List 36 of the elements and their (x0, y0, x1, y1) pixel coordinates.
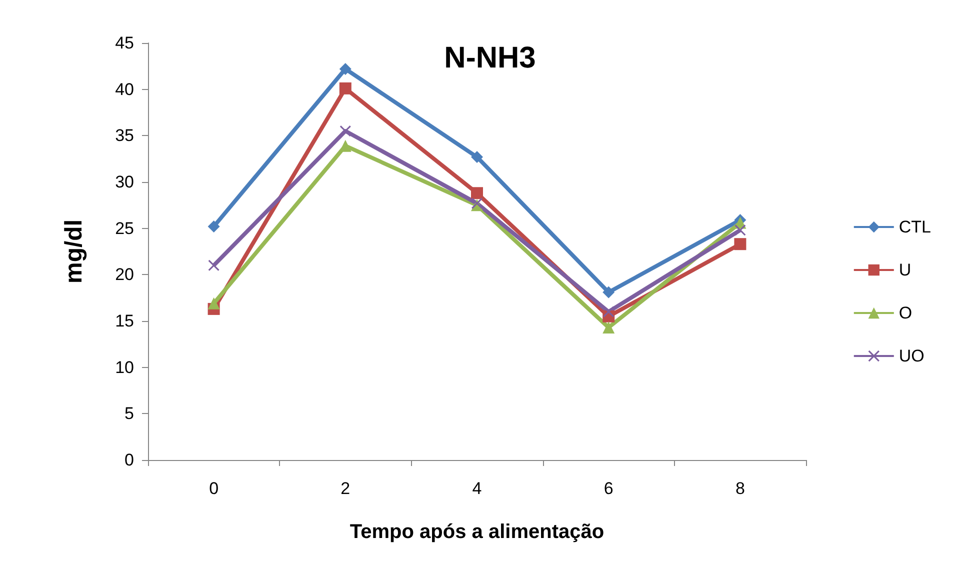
point (208, 220, 220, 232)
y-tick-label: 15 (115, 312, 134, 330)
point (602, 286, 615, 298)
point (734, 224, 746, 236)
y-tick-label: 10 (115, 358, 134, 377)
x-tick-label: 0 (209, 479, 219, 498)
y-tick-label: 0 (124, 450, 134, 470)
point (340, 126, 351, 137)
y-tick-label: 30 (115, 172, 134, 192)
x-tick-label: 2 (340, 479, 350, 498)
x-tick-label: 8 (735, 479, 745, 498)
y-tick-label: 40 (115, 80, 134, 99)
point (471, 150, 483, 163)
point (339, 62, 352, 75)
legend-label: UO (898, 346, 924, 366)
x-tick-label: 4 (472, 479, 482, 498)
point (208, 260, 220, 271)
legend-label: CTL (898, 218, 932, 236)
legend-label: U (898, 260, 912, 280)
point (208, 297, 220, 310)
point (603, 306, 614, 318)
legend-label: O (898, 304, 912, 322)
x-tick-label: 6 (604, 479, 614, 498)
point (734, 238, 746, 250)
y-tick-label: 5 (124, 404, 134, 424)
point (472, 198, 482, 209)
point (471, 187, 483, 200)
y-tick-label: 45 (115, 34, 134, 52)
y-axis-title: mg/dl (60, 220, 88, 284)
y-tick-label: 25 (115, 218, 134, 238)
chart-title: N-NH3 (444, 42, 536, 74)
y-tick-label: 35 (115, 126, 134, 146)
y-tick-label: 20 (115, 265, 134, 284)
point (602, 321, 615, 334)
point (339, 82, 352, 94)
x-axis-title: Tempo após a alimentação (350, 521, 604, 543)
